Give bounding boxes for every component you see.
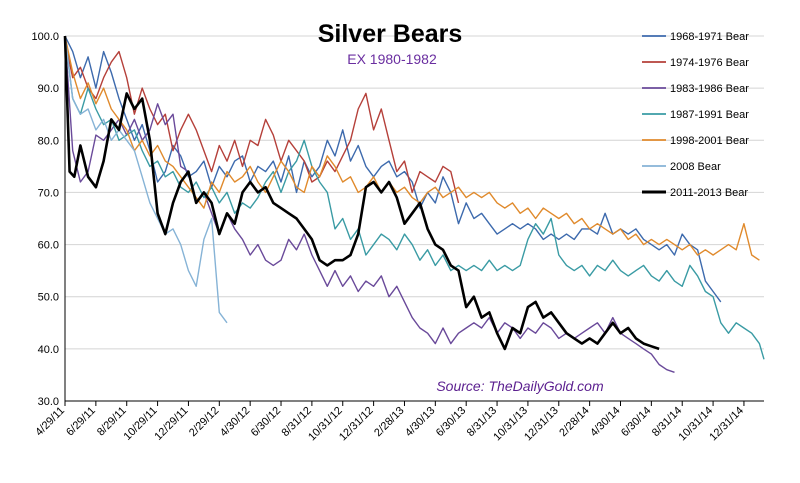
x-tick-label: 4/30/13 bbox=[403, 405, 437, 439]
y-tick-label: 70.0 bbox=[38, 187, 59, 199]
x-tick-label: 2/28/13 bbox=[372, 405, 406, 439]
y-tick-label: 100.0 bbox=[31, 31, 59, 43]
series-line-1974-1976-bear bbox=[64, 41, 460, 204]
legend-label: 2008 Bear bbox=[670, 161, 721, 173]
legend: 1968-1971 Bear 1974-1976 Bear 1983-1986 Be… bbox=[642, 31, 749, 199]
chart-subtitle: EX 1980-1982 bbox=[347, 51, 437, 67]
x-tick-label: 12/31/13 bbox=[522, 405, 561, 444]
x-tick-label: 12/29/11 bbox=[152, 405, 190, 443]
x-tick-label: 2/29/12 bbox=[187, 405, 221, 439]
y-tick-label: 90.0 bbox=[38, 83, 59, 95]
x-tick-label: 4/30/14 bbox=[588, 405, 622, 439]
legend-label: 1987-1991 Bear bbox=[670, 109, 749, 121]
x-tick-label: 6/29/11 bbox=[64, 405, 98, 439]
legend-label: 1968-1971 Bear bbox=[670, 31, 749, 43]
x-tick-label: 4/30/12 bbox=[218, 405, 252, 439]
legend-label: 2011-2013 Bear bbox=[670, 187, 748, 199]
x-axis-ticks: 4/29/116/29/118/29/1110/29/1112/29/112/2… bbox=[33, 401, 746, 443]
gridlines bbox=[65, 35, 764, 350]
y-tick-label: 30.0 bbox=[38, 396, 59, 408]
series-line-2008-bear bbox=[64, 35, 228, 324]
source-annotation: Source: TheDailyGold.com bbox=[436, 378, 604, 394]
chart-title: Silver Bears bbox=[318, 20, 463, 48]
series-line-1987-1991-bear bbox=[64, 35, 765, 360]
y-tick-label: 40.0 bbox=[38, 344, 59, 356]
x-tick-label: 6/30/13 bbox=[434, 405, 468, 439]
legend-label: 1983-1986 Bear bbox=[670, 83, 749, 95]
series-line-2011-2013-bear bbox=[63, 35, 660, 351]
x-tick-label: 6/30/14 bbox=[619, 405, 653, 439]
x-tick-label: 4/29/11 bbox=[33, 405, 67, 439]
x-tick-label: 12/31/12 bbox=[337, 405, 376, 444]
y-tick-label: 60.0 bbox=[38, 240, 59, 252]
x-tick-label: 6/30/12 bbox=[249, 405, 283, 439]
y-tick-label: 80.0 bbox=[38, 135, 59, 147]
series-lines bbox=[63, 35, 765, 373]
y-tick-label: 50.0 bbox=[38, 292, 59, 304]
y-axis-ticks: 30.0 40.0 50.0 60.0 70.0 80.0 90.0 100.0 bbox=[31, 31, 59, 408]
x-tick-label: 2/28/14 bbox=[557, 405, 591, 439]
legend-label: 1974-1976 Bear bbox=[670, 57, 749, 69]
series-line-1968-1971-bear bbox=[64, 35, 722, 303]
x-tick-label: 12/31/14 bbox=[707, 405, 746, 444]
legend-label: 1998-2001 Bear bbox=[670, 135, 749, 147]
series-line-1998-2001-bear bbox=[64, 35, 760, 261]
